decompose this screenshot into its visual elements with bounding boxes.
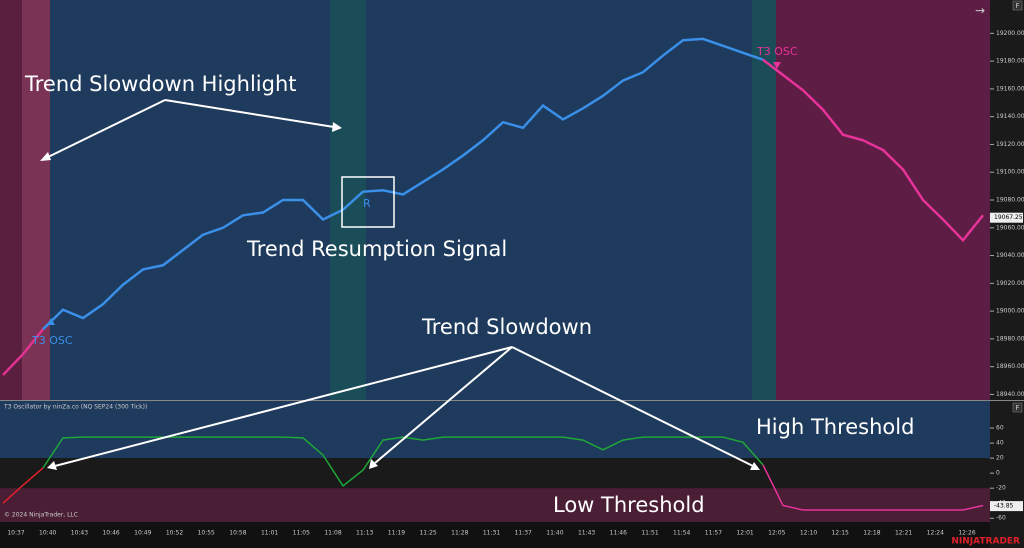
y-tick-label: 60 — [996, 425, 1004, 432]
slowdown-region — [330, 0, 366, 400]
x-tick-label: 10:46 — [102, 530, 119, 537]
x-tick-label: 11:19 — [388, 530, 405, 537]
panel-button-label[interactable]: F — [1015, 404, 1019, 412]
x-tick-label: 12:18 — [863, 530, 880, 537]
series-line — [762, 464, 984, 511]
panel-button[interactable] — [1012, 0, 1023, 11]
annotation: Trend Slowdown — [421, 315, 592, 339]
x-tick-label: 10:43 — [71, 530, 88, 537]
last-value-box — [990, 501, 1023, 512]
brand: NINJATRADER — [951, 537, 1020, 547]
y-tick-label: 19080.00 — [996, 197, 1024, 204]
y-tick-label: 19180.00 — [996, 58, 1024, 65]
y-tick-label: 19020.00 — [996, 280, 1024, 287]
y-tick-label: -60 — [996, 515, 1006, 522]
x-tick-label: 11:05 — [293, 530, 310, 537]
trend-region — [366, 0, 752, 400]
series-line — [42, 37, 764, 331]
series-line — [2, 328, 44, 376]
signal-label: T3 OSC — [31, 334, 73, 347]
y-tick-label: 18960.00 — [996, 363, 1024, 370]
y-tick-label: 19120.00 — [996, 141, 1024, 148]
x-tick-label: 11:28 — [451, 530, 468, 537]
x-tick-label: 11:31 — [483, 530, 500, 537]
trend-region — [776, 0, 990, 400]
x-tick-label: 11:57 — [705, 530, 722, 537]
x-tick-label: 12:01 — [736, 530, 753, 537]
y-tick-label: 19060.00 — [996, 224, 1024, 231]
x-tick-label: 10:37 — [7, 530, 24, 537]
y-tick-label: 19000.00 — [996, 308, 1024, 315]
x-tick-label: 11:54 — [673, 530, 690, 537]
x-tick-label: 10:40 — [39, 530, 56, 537]
x-tick-label: 12:15 — [832, 530, 849, 537]
x-tick-label: 11:43 — [578, 530, 595, 537]
series-line — [762, 58, 984, 243]
x-tick-label: 10:55 — [198, 530, 215, 537]
x-tick-label: 11:01 — [261, 530, 278, 537]
x-tick-label: 10:58 — [229, 530, 246, 537]
x-tick-label: 10:52 — [166, 530, 183, 537]
last-value-box — [990, 212, 1023, 223]
indicator-title: T3 Oscillator by ninZa.co (NQ SEP24 (300… — [3, 404, 147, 411]
slowdown-region — [0, 0, 22, 400]
series-line — [2, 467, 44, 504]
annotation: Low Threshold — [553, 493, 705, 517]
price-axis — [990, 0, 1024, 548]
y-tick-label: 18980.00 — [996, 335, 1024, 342]
annotation: Trend Slowdown Highlight — [24, 72, 296, 96]
arrows — [40, 99, 760, 470]
annotation: Trend Resumption Signal — [246, 237, 507, 261]
panel-button-label[interactable]: F — [1015, 2, 1019, 10]
annotation: High Threshold — [756, 415, 914, 439]
x-tick-label: 11:13 — [356, 530, 373, 537]
y-tick-label: 19160.00 — [996, 85, 1024, 92]
x-tick-label: 11:25 — [419, 530, 436, 537]
signal-label: T3 OSC — [756, 45, 798, 58]
signal-box — [341, 176, 395, 228]
panel-button[interactable] — [1012, 402, 1023, 413]
y-tick-label: 19140.00 — [996, 113, 1024, 120]
last-value-label: 19067.25 — [994, 214, 1023, 221]
signal-triangle — [773, 62, 781, 69]
neutral-zone — [0, 458, 990, 489]
x-tick-label: 12:21 — [895, 530, 912, 537]
x-tick-label: 11:51 — [641, 530, 658, 537]
slowdown-region — [22, 0, 50, 400]
time-axis — [0, 522, 990, 548]
x-tick-label: 11:37 — [515, 530, 532, 537]
y-tick-label: 20 — [996, 455, 1004, 462]
x-tick-label: 12:10 — [800, 530, 817, 537]
last-value-label: -43.85 — [994, 503, 1014, 510]
y-tick-label: 19100.00 — [996, 169, 1024, 176]
y-tick-label: 19040.00 — [996, 252, 1024, 259]
y-tick-label: 18940.00 — [996, 391, 1024, 398]
signal-triangle — [47, 318, 55, 325]
high-zone — [0, 401, 990, 459]
x-tick-label: 12:24 — [927, 530, 944, 537]
x-tick-label: 12:05 — [768, 530, 785, 537]
x-tick-label: 11:40 — [546, 530, 563, 537]
y-tick-label: 19200.00 — [996, 30, 1024, 37]
scroll-arrow[interactable]: → — [975, 4, 985, 18]
x-tick-label: 12:26 — [958, 530, 975, 537]
y-tick-label: 0 — [996, 470, 1000, 477]
y-tick-label: -20 — [996, 485, 1006, 492]
low-zone — [0, 488, 990, 522]
x-tick-label: 11:08 — [324, 530, 341, 537]
x-tick-label: 10:49 — [134, 530, 151, 537]
signal-label: R — [363, 197, 371, 210]
y-tick-label: 40 — [996, 440, 1004, 447]
x-tick-label: 11:46 — [610, 530, 627, 537]
copyright: © 2024 NinjaTrader, LLC — [4, 512, 78, 519]
